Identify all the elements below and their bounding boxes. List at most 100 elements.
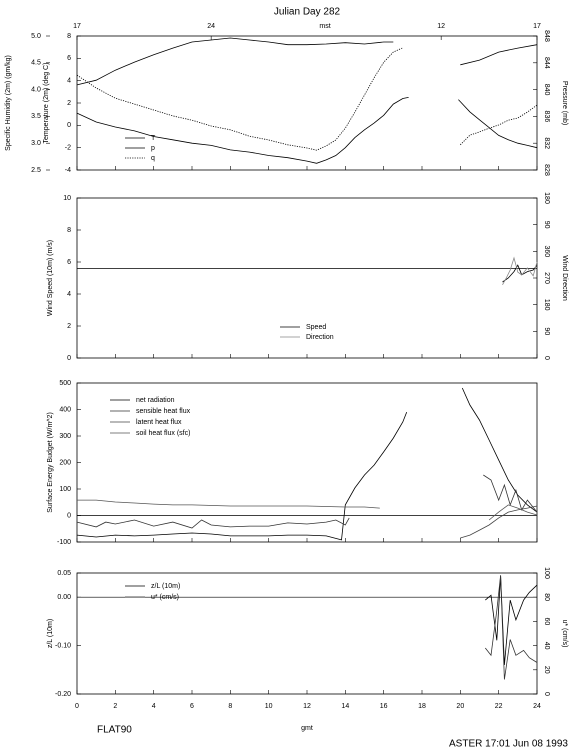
x-tick-label: 2 (113, 703, 117, 710)
y3-tick-label: 4.0 (31, 86, 41, 93)
site-label: FLAT90 (97, 725, 132, 736)
top-x-tick-label: 24 (207, 23, 215, 30)
y2-tick-label: 844 (543, 57, 550, 69)
legend-label: soil heat flux (sfc) (136, 430, 190, 437)
y2-tick-label: 80 (543, 593, 550, 601)
top-x-axis-label: mst (319, 23, 330, 30)
y2-tick-label: 90 (543, 221, 550, 229)
y-tick-label: -0.20 (55, 691, 71, 698)
series-line (76, 37, 538, 86)
y2-tick-label: 832 (543, 137, 550, 149)
y-tick-label: 0 (67, 355, 71, 362)
y-tick-label: 500 (59, 380, 71, 387)
y-tick-label: -0.10 (55, 642, 71, 649)
x-tick-label: 16 (380, 703, 388, 710)
y-tick-label: 10 (63, 195, 71, 202)
series-line (484, 575, 538, 680)
series-line (76, 47, 538, 151)
y2-tick-label: 90 (543, 327, 550, 335)
x-tick-label: 10 (265, 703, 273, 710)
series-line (502, 264, 538, 283)
series-line (460, 505, 538, 539)
y2-tick-label: 20 (543, 666, 550, 674)
y-tick-label: 2 (67, 323, 71, 330)
legend-label: u* (cm/s) (151, 594, 179, 601)
legend-label: T (151, 135, 156, 142)
y2-tick-label: 0 (543, 356, 550, 360)
chart-title: Julian Day 282 (274, 7, 341, 18)
y2-tick-label: 828 (543, 164, 550, 176)
y2-axis-label: Pressure (mb) (561, 81, 568, 125)
y-tick-label: -2 (65, 145, 71, 152)
y2-tick-label: 60 (543, 618, 550, 626)
y3-tick-label: 3.0 (31, 140, 41, 147)
y-tick-label: 200 (59, 459, 71, 466)
series-line (77, 499, 538, 521)
x-tick-label: 8 (228, 703, 232, 710)
y2-tick-label: 180 (543, 192, 550, 204)
y2-tick-label: 100 (543, 567, 550, 579)
y-tick-label: 0.05 (57, 570, 71, 577)
x-tick-label: 22 (495, 703, 503, 710)
series-line (76, 97, 538, 164)
y2-tick-label: 40 (543, 642, 550, 650)
x-tick-label: 14 (341, 703, 349, 710)
y-tick-label: 0 (67, 122, 71, 129)
legend-label: p (151, 145, 155, 152)
y-tick-label: 100 (59, 486, 71, 493)
y-tick-label: 300 (59, 433, 71, 440)
y-tick-label: 4 (67, 78, 71, 85)
top-x-tick-label: 17 (73, 23, 81, 30)
y3-tick-label: 5.0 (31, 33, 41, 40)
y-axis-label: z/L (10m) (47, 619, 54, 648)
y2-tick-label: 180 (543, 299, 550, 311)
x-tick-label: 0 (75, 703, 79, 710)
legend-label: q (151, 155, 155, 162)
x-tick-label: 20 (456, 703, 464, 710)
series-line (76, 387, 538, 541)
y2-tick-label: 840 (543, 84, 550, 96)
y-tick-label: 0.00 (57, 594, 71, 601)
y-axis-label: Temperature (2m) (deg C) (43, 63, 50, 144)
x-tick-label: 18 (418, 703, 426, 710)
x-tick-label: 6 (190, 703, 194, 710)
y-tick-label: 2 (67, 100, 71, 107)
stamp-label: ASTER 17:01 Jun 08 1993 (449, 739, 568, 750)
series-line (485, 575, 538, 666)
y2-tick-label: 836 (543, 111, 550, 123)
y3-tick-label: 3.5 (31, 113, 41, 120)
y3-axis-label: Specific Humidity (2m) (gm/kg) (5, 55, 12, 151)
y-tick-label: 8 (67, 227, 71, 234)
top-x-tick-label: 12 (437, 23, 445, 30)
y-tick-label: 6 (67, 55, 71, 62)
y2-tick-label: 360 (543, 245, 550, 257)
y-tick-label: 8 (67, 33, 71, 40)
y2-tick-label: 270 (543, 272, 550, 284)
legend-label: z/L (10m) (151, 583, 180, 590)
series-line (76, 474, 538, 529)
x-tick-label: 4 (152, 703, 156, 710)
x-tick-label: 24 (533, 703, 541, 710)
legend-label: Speed (306, 324, 326, 331)
y3-tick-label: 2.5 (31, 167, 41, 174)
x-axis-label: gmt (301, 725, 313, 732)
legend-label: Direction (306, 334, 334, 341)
y-tick-label: -100 (57, 539, 71, 546)
legend-label: sensible heat flux (136, 408, 191, 415)
legend-label: latent heat flux (136, 419, 182, 426)
y-axis-label: Wind Speed (10m) (m/s) (47, 240, 54, 316)
x-tick-label: 12 (303, 703, 311, 710)
legend-label: net radiation (136, 397, 175, 404)
y-tick-label: 4 (67, 291, 71, 298)
series-line (502, 256, 538, 285)
y-tick-label: -4 (65, 167, 71, 174)
y2-axis-label: u* (cm/s) (561, 620, 568, 648)
y-tick-label: 400 (59, 406, 71, 413)
y2-axis-label: Wind Direction (561, 255, 568, 301)
y3-tick-label: 4.5 (31, 60, 41, 67)
top-x-tick-label: 17 (533, 23, 541, 30)
y-tick-label: 0 (67, 512, 71, 519)
y-tick-label: 6 (67, 259, 71, 266)
